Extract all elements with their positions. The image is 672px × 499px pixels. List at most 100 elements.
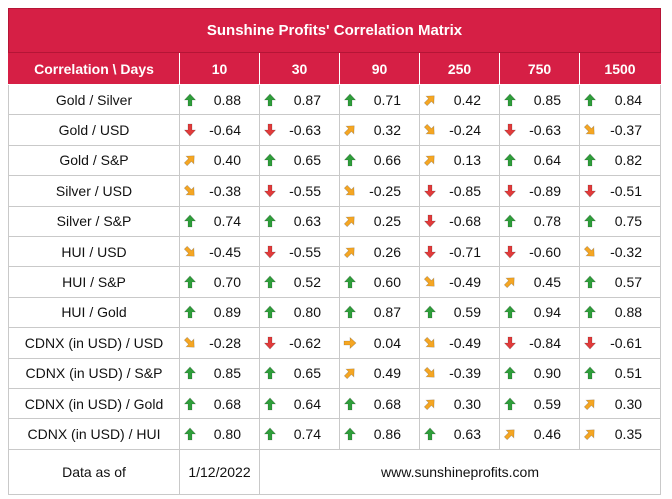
arrow-up-right-icon [583,429,595,441]
arrow-down-icon [503,336,517,350]
correlation-value: -0.32 [610,243,643,260]
column-header-10: 10 [179,52,260,85]
correlation-cell: -0.37 [578,114,662,146]
correlation-value: 0.59 [453,304,481,321]
correlation-value: -0.55 [289,182,321,199]
matrix-table: Sunshine Profits' Correlation Matrix Cor… [7,8,662,495]
correlation-cell: -0.71 [419,235,500,268]
correlation-value: 0.71 [373,91,401,108]
correlation-value: 0.74 [293,425,321,442]
correlation-cell: 0.49 [339,357,420,389]
correlation-value: 0.88 [213,91,241,108]
correlation-cell: 0.88 [578,296,662,329]
correlation-cell: 0.80 [259,296,340,329]
arrow-down-icon [263,245,277,259]
correlation-value: 0.49 [373,365,401,382]
arrow-up-icon [343,154,357,167]
table-row: CDNX (in USD) / Gold 0.68 0.64 0.68 0.30 0.59… [8,387,662,420]
correlation-value: 0.88 [614,304,643,321]
arrow-up-icon [423,305,437,319]
arrow-down-icon [423,184,437,198]
table-row: CDNX (in USD) / USD -0.28 -0.62 0.04 -0.49 -0… [8,327,662,359]
correlation-cell: -0.28 [179,327,260,359]
arrow-down-right-icon [423,367,435,378]
correlation-cell: 0.46 [499,418,580,450]
matrix-title: Sunshine Profits' Correlation Matrix [7,8,662,53]
correlation-value: -0.38 [209,182,241,199]
arrow-up-icon [183,93,197,106]
arrow-up-icon [583,305,597,319]
correlation-cell: 0.59 [499,387,580,420]
correlation-value: 0.86 [373,425,401,442]
arrow-down-icon [423,214,437,228]
correlation-value: 0.60 [373,274,401,291]
correlation-cell: -0.55 [259,235,340,268]
correlation-value: 0.85 [213,365,241,382]
arrow-up-right-icon [423,95,435,106]
arrow-up-icon [183,275,197,289]
correlation-cell: -0.49 [419,266,500,298]
correlation-cell: 0.87 [259,83,340,116]
correlation-value: 0.32 [373,122,401,139]
correlation-value: 0.57 [614,274,643,291]
correlation-value: 0.30 [453,395,481,412]
arrow-down-icon [503,245,517,259]
correlation-value: -0.24 [449,122,481,139]
correlation-value: 0.13 [453,152,481,169]
arrow-down-right-icon [343,184,355,196]
correlation-cell: -0.39 [419,357,500,389]
table-row: HUI / S&P 0.70 0.52 0.60 -0.49 0.45 0.57 [8,266,662,298]
arrow-up-icon [583,93,597,106]
arrow-up-icon [183,214,197,228]
correlation-cell: 0.13 [419,144,500,177]
column-header-90: 90 [339,52,420,85]
arrow-up-icon [263,154,277,167]
data-date: 1/12/2022 [179,448,260,495]
arrow-up-icon [183,305,197,319]
arrow-up-icon [183,366,197,380]
correlation-cell: -0.45 [179,235,260,268]
arrow-up-icon [583,275,597,289]
arrow-up-icon [583,366,597,380]
arrow-up-icon [263,427,277,441]
row-label: CDNX (in USD) / HUI [8,418,180,450]
table-row: Gold / USD -0.64 -0.63 0.32 -0.24 -0.63 -0.37 [8,114,662,146]
arrow-up-icon [263,93,277,106]
correlation-value: 0.45 [533,274,561,291]
table-row: Silver / S&P 0.74 0.63 0.25 -0.68 0.78 0.75 [8,205,662,237]
correlation-value: 0.64 [533,152,561,169]
correlation-cell: -0.85 [419,175,500,207]
correlation-value: 0.80 [293,304,321,321]
correlation-value: 0.52 [293,274,321,291]
matrix-body: Gold / Silver 0.88 0.87 0.71 0.42 0.85 0.84 Gol… [8,83,662,450]
row-label: CDNX (in USD) / Gold [8,387,180,420]
correlation-value: 0.80 [213,425,241,442]
arrow-down-right-icon [583,245,595,257]
correlation-cell: 0.86 [339,418,420,450]
correlation-cell: 0.65 [259,357,340,389]
correlation-value: 0.70 [213,274,241,291]
column-header-1500: 1500 [578,52,662,85]
arrow-up-right-icon [503,277,515,289]
correlation-cell: -0.38 [179,175,260,207]
arrow-up-right-icon [343,247,355,258]
corner-header: Correlation \ Days [8,52,180,85]
correlation-cell: -0.64 [179,114,260,146]
correlation-cell: 0.26 [339,235,420,268]
correlation-value: -0.84 [529,334,561,351]
arrow-up-icon [583,214,597,228]
correlation-cell: 0.74 [179,205,260,237]
correlation-value: 0.63 [453,425,481,442]
arrow-up-icon [503,93,517,106]
arrow-up-icon [343,427,357,441]
correlation-value: 0.68 [213,395,241,412]
correlation-cell: 0.04 [339,327,420,359]
correlation-value: 0.63 [293,213,321,230]
table-row: CDNX (in USD) / HUI 0.80 0.74 0.86 0.63 0.46 0… [8,418,662,450]
correlation-cell: 0.71 [339,83,420,116]
correlation-cell: -0.89 [499,175,580,207]
correlation-value: 0.51 [614,365,643,382]
correlation-cell: 0.35 [578,418,662,450]
correlation-value: -0.89 [529,182,561,199]
correlation-cell: 0.82 [578,144,662,177]
